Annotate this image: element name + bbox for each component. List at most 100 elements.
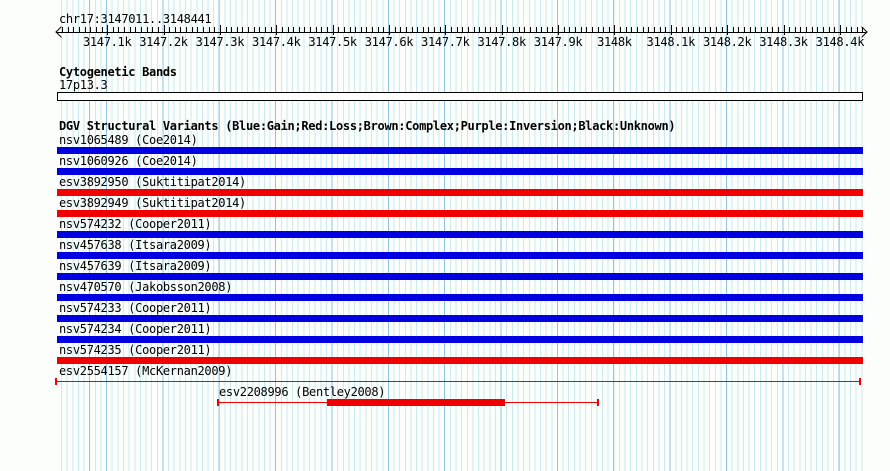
ruler-tick (152, 27, 154, 32)
ruler-tick (558, 25, 560, 35)
ruler-tick (732, 27, 734, 32)
variant-glyph-box[interactable] (57, 294, 863, 301)
variant-label[interactable]: nsv574233 (Cooper2011) (59, 301, 212, 315)
ruler-tick (321, 27, 323, 32)
ruler-tick (603, 27, 605, 32)
ruler-tick (428, 27, 430, 32)
variant-glyph-box[interactable] (57, 252, 863, 259)
ruler-tick (163, 25, 165, 35)
ruler-tick (242, 27, 244, 32)
ruler-tick (789, 27, 791, 32)
ruler-tick (535, 27, 537, 32)
cytoband-box[interactable] (57, 92, 863, 101)
cytoband-label: 17p13.3 (59, 78, 108, 92)
ruler-tick (434, 27, 436, 32)
ruler-tick (479, 27, 481, 32)
ruler-tick (501, 25, 503, 35)
ruler-tick (772, 27, 774, 32)
ruler-tick (439, 27, 441, 32)
ruler-tick (862, 27, 864, 32)
ruler-tick (546, 27, 548, 32)
ruler-tick (304, 27, 306, 32)
ruler-tick (665, 27, 667, 32)
ruler-tick (445, 25, 447, 35)
ruler-tick (338, 27, 340, 32)
ruler-tick (383, 27, 385, 32)
ruler-tick (276, 25, 278, 35)
variant-label[interactable]: nsv457638 (Itsara2009) (59, 238, 212, 252)
variant-label[interactable]: nsv574232 (Cooper2011) (59, 217, 212, 231)
ruler-tick (293, 27, 295, 32)
ruler-tick (129, 27, 131, 32)
ruler-tick (298, 27, 300, 32)
ruler-tick (327, 27, 328, 32)
ruler-tick (761, 27, 762, 32)
ruler-tick (851, 27, 853, 32)
ruler-tick (467, 27, 469, 32)
ruler-tick (281, 27, 283, 32)
ruler-tick (411, 27, 413, 32)
ruler-tick (360, 27, 362, 32)
ruler-tick (417, 27, 419, 32)
ruler-tick (343, 27, 345, 32)
ruler-tick (225, 27, 227, 32)
variant-glyph-box[interactable] (57, 336, 863, 343)
variant-label[interactable]: esv3892949 (Suktitipat2014) (59, 196, 246, 210)
ruler-tick (513, 27, 514, 32)
ruler-tick-label: 3147.7k (421, 35, 470, 49)
variant-glyph-box[interactable] (57, 168, 863, 175)
ruler-tick-label: 3148.1k (646, 35, 696, 49)
variant-range-thick-segment[interactable] (327, 399, 506, 406)
variant-glyph-box[interactable] (57, 189, 863, 196)
ruler-tick (670, 25, 672, 35)
ruler-tick (484, 27, 486, 32)
variant-glyph-box[interactable] (57, 147, 863, 154)
variant-label[interactable]: nsv470570 (Jakobsson2008) (59, 280, 233, 294)
ruler-tick (687, 27, 689, 32)
variant-label[interactable]: esv2208996 (Bentley2008) (219, 385, 386, 399)
ruler-tick-label: 3147.5k (308, 35, 357, 49)
variant-range-end-bracket (216, 399, 219, 406)
ruler-tick (591, 27, 593, 32)
ruler-tick (62, 27, 64, 32)
ruler-tick (180, 27, 182, 32)
ruler-tick (191, 27, 193, 32)
variant-glyph-box[interactable] (57, 210, 863, 217)
ruler-tick (794, 27, 796, 32)
variant-label[interactable]: nsv1060926 (Coe2014) (59, 154, 198, 168)
variant-glyph-box[interactable] (57, 231, 863, 238)
ruler-tick-label: 3147.4k (252, 35, 301, 49)
variant-label[interactable]: nsv574234 (Cooper2011) (59, 322, 212, 336)
variant-glyph-box[interactable] (57, 357, 863, 364)
ruler-tick (107, 25, 109, 35)
ruler-tick (845, 27, 847, 32)
variant-range-end-bracket (55, 378, 58, 385)
ruler-tick (631, 27, 633, 32)
ruler-tick (315, 27, 317, 32)
variant-label[interactable]: nsv1065489 (Coe2014) (59, 133, 198, 147)
ruler-tick (118, 27, 120, 32)
ruler-tick (800, 27, 802, 32)
ruler-tick (625, 27, 627, 32)
ruler-tick (377, 27, 379, 32)
ruler-tick (157, 27, 159, 32)
variant-label[interactable]: nsv574235 (Cooper2011) (59, 343, 212, 357)
ruler-tick (451, 27, 452, 32)
ruler-tick (270, 27, 272, 32)
region-title: chr17:3147011..3148441 (59, 12, 212, 26)
variant-glyph-box[interactable] (57, 273, 863, 280)
dgv-track-heading: DGV Structural Variants (Blue:Gain;Red:L… (59, 119, 676, 133)
variant-label[interactable]: esv3892950 (Suktitipat2014) (59, 175, 246, 189)
ruler-tick (310, 27, 312, 32)
variant-glyph-box[interactable] (57, 315, 863, 322)
ruler-tick (614, 25, 616, 35)
ruler-tick (806, 27, 808, 32)
ruler-tick (253, 27, 255, 32)
variant-label[interactable]: nsv457639 (Itsara2009) (59, 259, 212, 273)
ruler-tick (569, 27, 571, 32)
ruler-tick (219, 25, 221, 35)
ruler-tick (580, 27, 582, 32)
ruler-tick (648, 27, 650, 32)
variant-label[interactable]: esv2554157 (McKernan2009) (59, 364, 233, 378)
